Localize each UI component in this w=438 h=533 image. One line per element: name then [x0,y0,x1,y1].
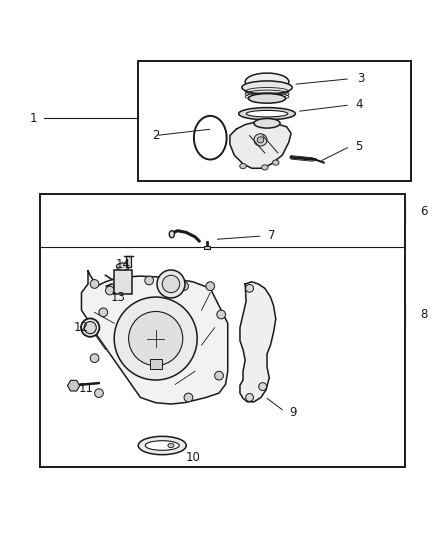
Polygon shape [230,123,291,168]
Bar [114,270,132,294]
Ellipse shape [245,73,289,91]
Ellipse shape [254,118,280,128]
Ellipse shape [117,263,130,270]
Text: 9: 9 [290,406,297,419]
Circle shape [206,282,215,290]
Text: 12: 12 [74,321,89,334]
Bar [40,195,405,467]
Text: 7: 7 [268,229,275,243]
Ellipse shape [168,443,174,448]
Circle shape [90,354,99,362]
Circle shape [106,286,114,295]
Circle shape [114,297,197,380]
Bar [150,359,162,369]
Circle shape [95,389,103,398]
Text: 2: 2 [152,129,159,142]
Text: 14: 14 [116,258,131,271]
Ellipse shape [84,321,96,334]
Ellipse shape [145,441,179,450]
Ellipse shape [248,94,286,103]
Ellipse shape [239,108,295,120]
Ellipse shape [81,318,99,337]
Bar [126,256,131,268]
Circle shape [162,275,180,293]
Circle shape [217,310,226,319]
Circle shape [259,383,267,391]
Ellipse shape [261,165,268,170]
Circle shape [99,308,108,317]
Circle shape [180,282,188,290]
Bar [138,61,411,181]
Circle shape [246,285,254,292]
Text: 6: 6 [420,205,428,219]
Ellipse shape [257,137,264,143]
Text: 4: 4 [355,99,363,111]
Circle shape [145,276,153,285]
Text: 10: 10 [185,451,200,464]
Ellipse shape [254,134,267,146]
Circle shape [90,280,99,288]
Ellipse shape [240,164,246,169]
Ellipse shape [242,81,292,94]
Text: 3: 3 [357,72,364,85]
Ellipse shape [169,231,174,238]
Bar [204,246,210,249]
Text: 8: 8 [420,308,428,321]
Circle shape [215,372,223,380]
Ellipse shape [138,437,186,455]
Text: 11: 11 [78,382,93,395]
Text: 1: 1 [30,111,37,125]
Circle shape [157,270,185,298]
Circle shape [129,311,183,366]
Ellipse shape [272,160,279,165]
Text: 13: 13 [111,290,126,304]
Circle shape [184,393,193,402]
Text: 5: 5 [355,140,362,153]
Polygon shape [240,282,276,402]
Polygon shape [81,271,228,404]
Circle shape [246,393,254,401]
Ellipse shape [246,110,288,117]
